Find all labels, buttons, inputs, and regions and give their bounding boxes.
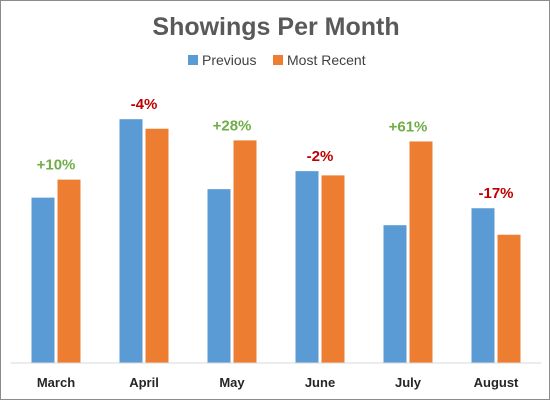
x-tick-may: May xyxy=(219,375,245,390)
bar-most-recent-july xyxy=(409,141,433,363)
chart-title: Showings Per Month xyxy=(152,13,399,41)
legend: Previous Most Recent xyxy=(188,52,366,68)
bar-most-recent-april xyxy=(145,128,169,363)
bar-most-recent-march xyxy=(57,179,81,363)
x-tick-april: April xyxy=(129,375,159,390)
change-label-july: +61% xyxy=(389,118,428,135)
annotations-group: +10% -4% +28% -2% +61% -17% xyxy=(37,96,514,202)
bars-group xyxy=(31,119,521,363)
x-tick-august: August xyxy=(474,375,519,390)
x-tick-july: July xyxy=(395,375,422,390)
change-label-june: -2% xyxy=(307,148,334,165)
change-label-april: -4% xyxy=(131,96,158,113)
bar-most-recent-june xyxy=(321,175,345,363)
bar-previous-july xyxy=(383,225,407,363)
change-label-august: -17% xyxy=(478,185,513,202)
legend-label-most-recent: Most Recent xyxy=(287,52,366,68)
legend-swatch-previous xyxy=(188,55,198,65)
legend-swatch-most-recent xyxy=(273,55,283,65)
bar-previous-may xyxy=(207,189,231,363)
x-axis-tick-labels: March April May June July August xyxy=(37,375,519,390)
bar-previous-april xyxy=(119,119,143,363)
x-tick-march: March xyxy=(37,375,75,390)
change-label-may: +28% xyxy=(213,117,252,134)
bar-most-recent-may xyxy=(233,140,257,363)
x-tick-june: June xyxy=(305,375,335,390)
legend-label-previous: Previous xyxy=(202,52,256,68)
bar-previous-august xyxy=(471,208,495,363)
bar-previous-june xyxy=(295,171,319,363)
bar-previous-march xyxy=(31,197,55,363)
change-label-march: +10% xyxy=(37,157,76,174)
bar-most-recent-august xyxy=(497,234,521,363)
